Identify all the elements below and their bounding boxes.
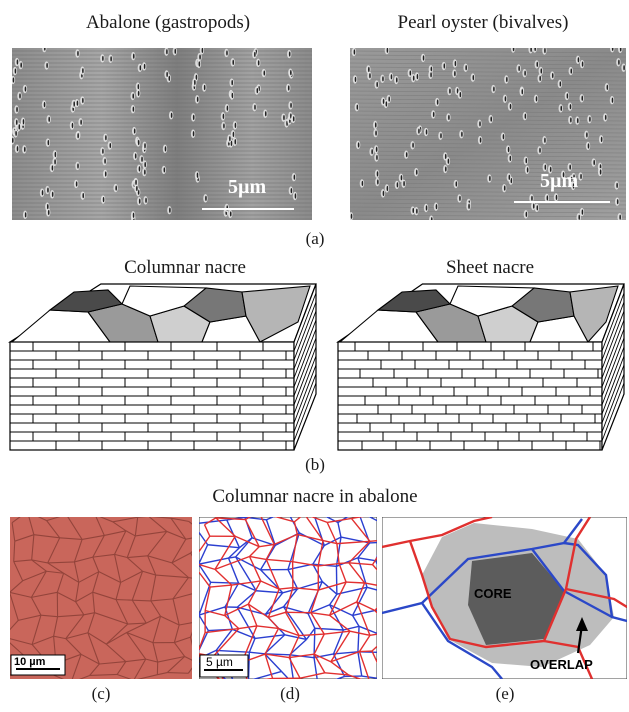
sheet-nacre-block (336, 283, 625, 451)
pearl-oyster-sem-image (350, 48, 626, 220)
core-region (468, 553, 564, 645)
core-text: CORE (474, 586, 512, 601)
overlap-text: OVERLAP (530, 657, 593, 672)
sheet-nacre-title: Sheet nacre (445, 257, 535, 278)
overlap-arrow-icon (576, 617, 588, 631)
section-title: Columnar nacre in abalone (212, 486, 418, 507)
panel-e-label: (e) (495, 684, 515, 703)
micrograph-scale-label: 10 µm (14, 656, 46, 668)
abalone-title: Abalone (gastropods) (85, 12, 251, 33)
panel-b-label: (b) (305, 455, 325, 474)
pearl-oyster-scale-label: 5µm (540, 170, 579, 192)
pearl-oyster-title: Pearl oyster (bivalves) (397, 12, 569, 33)
boundary-overlay-map (199, 517, 377, 679)
abalone-sem-image (12, 48, 312, 220)
panel-c-label: (c) (91, 684, 111, 703)
optical-micrograph (10, 517, 192, 679)
core-overlap-diagram (382, 517, 627, 679)
panel-d-label: (d) (280, 684, 300, 703)
pearl-oyster-scale-bar (514, 201, 610, 203)
columnar-nacre-block (8, 283, 317, 451)
columnar-nacre-title: Columnar nacre (124, 257, 246, 278)
map-scale-label: 5 µm (206, 655, 233, 669)
panel-a-label: (a) (305, 229, 325, 248)
abalone-scale-bar (202, 208, 294, 210)
abalone-scale-label: 5µm (228, 176, 267, 198)
